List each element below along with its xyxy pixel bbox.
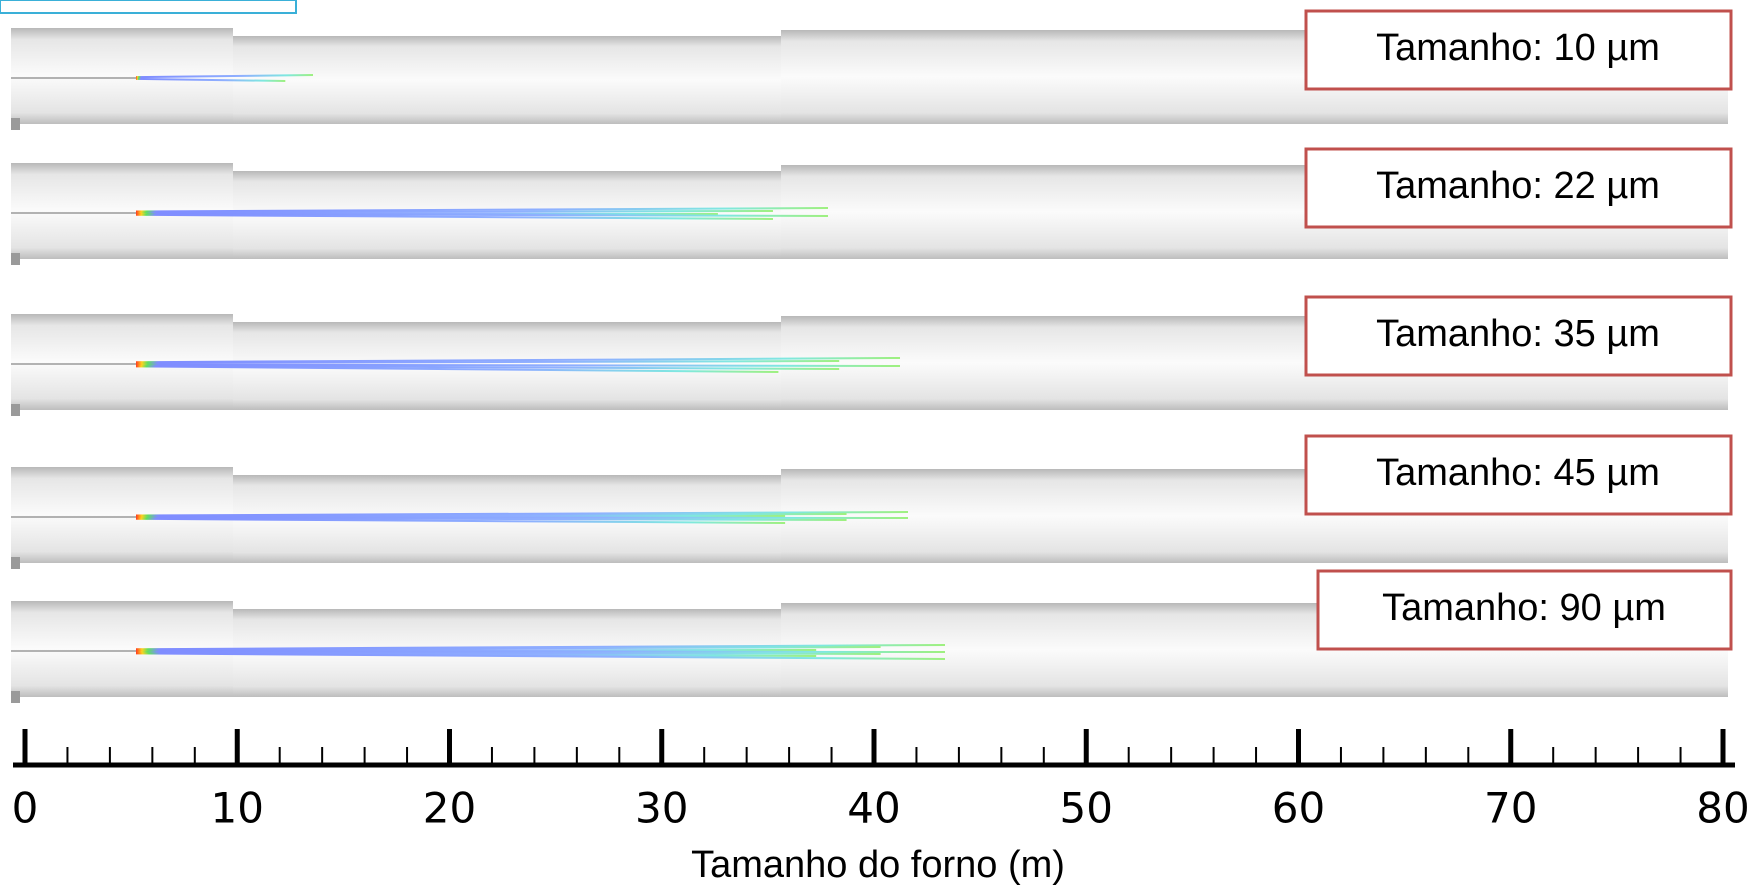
particle-track [135,360,840,365]
kiln-end [11,253,20,265]
label-box [1304,295,1733,377]
label-box [1316,569,1733,651]
particle-track [135,74,314,79]
size-label: Tamanho: 45 µm [1376,452,1660,494]
size-label: Tamanho: 22 µm [1376,165,1660,207]
kiln-panel: Tamanho: 45 µm [11,434,1733,569]
particle-track [135,364,840,370]
particle-track [135,212,829,217]
size-label: Tamanho: 90 µm [1382,587,1666,629]
particle-track [135,652,946,660]
size-label: Tamanho: 35 µm [1376,313,1660,355]
kiln-section [233,36,781,124]
tick-label: 30 [635,784,688,833]
tick-label: 50 [1060,784,1113,833]
particle-track [135,516,847,521]
tick-label: 70 [1484,784,1537,833]
particle-track [135,77,286,82]
kiln-panel: Tamanho: 22 µm [11,147,1733,265]
label-box [1304,9,1733,91]
particle-track [135,365,779,373]
kiln-end [11,691,20,703]
tick-label: 20 [423,784,476,833]
tick-label: 40 [847,784,900,833]
tick-label: 60 [1272,784,1325,833]
label-box [1304,434,1733,516]
particle-track [135,517,786,524]
kiln-end [11,118,20,130]
kiln-end [11,557,20,569]
kiln-panel: Tamanho: 35 µm [11,295,1733,416]
size-label: Tamanho: 10 µm [1376,27,1660,69]
corner-frame [0,0,297,14]
particle-track [135,207,829,213]
tick-label: 80 [1696,784,1749,833]
particle-track [135,357,901,364]
particle-track [135,646,881,651]
axis: 0 10 20 30 40 50 60 70 80 [12,729,1750,833]
tick-label: 10 [211,784,264,833]
axis-label: Tamanho do forno (m) [691,844,1065,886]
panels: Tamanho: 10 µm Tamanho: 22 µm Tamanho: 35 … [11,9,1733,703]
label-box [1304,147,1733,229]
tick-label: 0 [12,784,39,833]
kiln-panel: Tamanho: 10 µm [11,9,1733,130]
particle-track [135,210,773,214]
particle-track [135,213,773,220]
particle-track [135,363,901,367]
kiln-end [11,404,20,416]
particle-track [135,651,817,657]
kiln-panel: Tamanho: 90 µm [11,569,1733,703]
